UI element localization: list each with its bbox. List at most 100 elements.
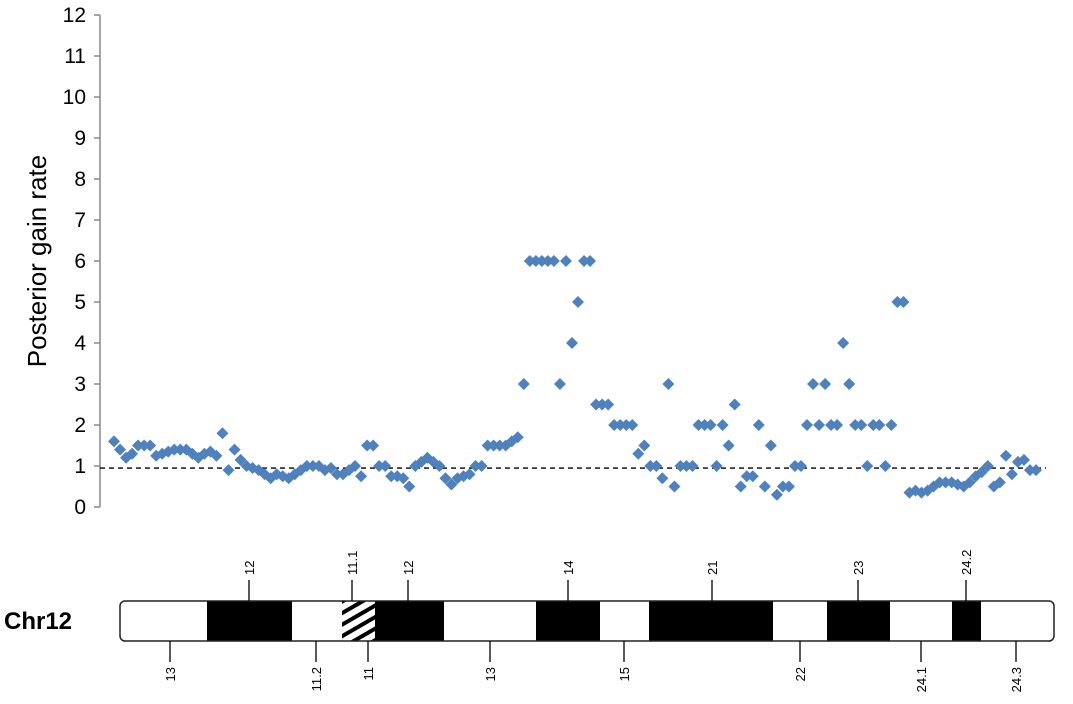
band-label: 11 <box>361 667 376 681</box>
data-point <box>849 419 862 431</box>
data-point <box>855 419 868 431</box>
data-point <box>481 439 494 452</box>
data-point <box>1017 453 1030 466</box>
data-point <box>547 255 560 267</box>
data-point <box>728 398 741 411</box>
data-point <box>578 255 591 267</box>
band-label: 11.2 <box>309 667 324 691</box>
data-point <box>825 419 838 431</box>
data-point <box>644 460 657 472</box>
data-point <box>776 480 789 493</box>
data-point <box>511 431 524 444</box>
data-point <box>782 480 795 493</box>
band-label: 23 <box>851 561 866 575</box>
data-point <box>439 472 452 485</box>
y-tick-label: 12 <box>63 4 86 27</box>
data-point <box>385 470 398 483</box>
y-tick-label: 0 <box>74 496 86 519</box>
data-point <box>246 462 259 475</box>
band-label: 12 <box>401 561 416 575</box>
data-point <box>740 470 753 483</box>
data-point <box>1030 464 1042 477</box>
y-tick-label: 8 <box>74 168 86 191</box>
data-point <box>463 468 476 481</box>
chromosome-bands <box>120 601 1054 641</box>
data-point <box>704 419 717 431</box>
data-point <box>1005 468 1018 481</box>
chromosome-band <box>649 601 773 641</box>
data-point <box>487 439 500 452</box>
data-point <box>813 419 826 431</box>
y-tick-label: 10 <box>63 86 86 109</box>
band-labels: 13 12 11.2 11.1 11 12 13 14 15 21 22 23 24.1 24.2 24.3 <box>163 550 1024 693</box>
data-point <box>397 472 410 485</box>
data-point <box>837 337 850 349</box>
band-label: 24.3 <box>1009 667 1024 692</box>
chromosome-band <box>827 601 890 641</box>
chromosome-band <box>600 601 649 641</box>
data-point <box>584 255 597 267</box>
data-point <box>758 480 771 493</box>
data-point <box>168 443 181 456</box>
data-point <box>132 439 145 452</box>
data-point <box>572 296 585 308</box>
data-point <box>933 476 946 489</box>
data-point <box>692 419 705 431</box>
data-point <box>234 453 247 466</box>
band-label: 24.2 <box>959 550 974 575</box>
data-point <box>306 460 319 472</box>
data-point <box>373 460 386 472</box>
chromosome-ideogram: Chr12 13 12 11.2 11.1 11 12 13 14 15 21 22 23 24.1 24… <box>4 550 1055 693</box>
data-point <box>861 460 874 472</box>
data-point <box>975 466 988 479</box>
chromosome-band <box>536 601 600 641</box>
y-tick-label: 5 <box>74 291 86 314</box>
data-point <box>843 378 856 390</box>
data-point <box>879 460 892 472</box>
chromosome-band <box>952 601 981 641</box>
y-tick-label: 6 <box>74 250 86 273</box>
data-point <box>650 460 663 472</box>
data-point <box>403 480 416 493</box>
data-point <box>734 480 747 493</box>
data-point <box>596 398 609 411</box>
data-point <box>565 337 578 349</box>
data-point <box>379 460 392 472</box>
data-point <box>216 427 229 440</box>
data-point <box>831 419 844 431</box>
band-label: 24.1 <box>914 667 929 692</box>
data-point <box>770 488 783 501</box>
y-tick-label: 11 <box>64 45 86 68</box>
band-label: 12 <box>242 561 257 575</box>
data-point <box>807 378 820 390</box>
data-point <box>662 378 675 390</box>
band-label: 13 <box>483 667 498 681</box>
data-point <box>801 419 814 431</box>
data-point <box>794 460 807 472</box>
y-tick-label: 7 <box>74 209 86 232</box>
data-point <box>764 439 777 452</box>
data-point <box>686 460 699 472</box>
data-point <box>174 443 187 456</box>
data-point <box>722 439 735 452</box>
data-point <box>300 460 313 472</box>
data-point <box>867 419 880 431</box>
data-point <box>752 419 765 431</box>
data-point <box>626 419 639 431</box>
band-label: 21 <box>705 561 720 575</box>
data-point <box>529 255 542 267</box>
chromosome-band <box>981 601 1054 641</box>
y-tick-label: 2 <box>74 414 86 437</box>
data-point <box>523 255 536 267</box>
data-point <box>638 439 651 452</box>
data-point <box>614 419 627 431</box>
data-point <box>330 468 343 481</box>
data-point <box>367 439 380 452</box>
data-point <box>999 449 1012 462</box>
chromosome-band <box>120 601 207 641</box>
data-point <box>138 439 151 452</box>
data-point <box>120 451 133 464</box>
band-label: 14 <box>561 561 576 575</box>
data-point <box>433 460 446 472</box>
